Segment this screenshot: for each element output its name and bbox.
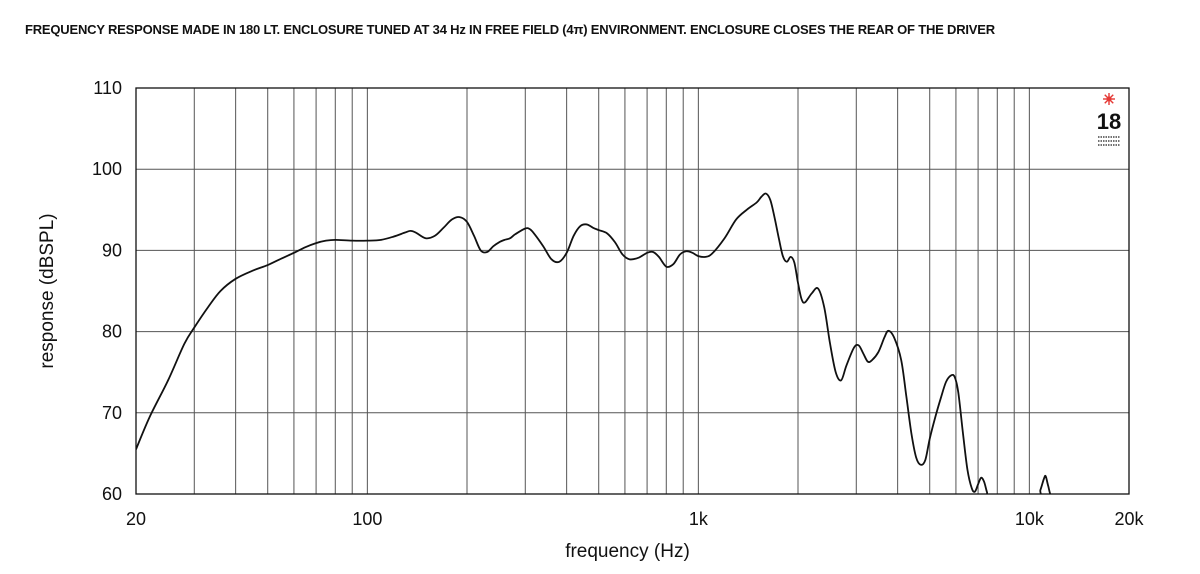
y-axis-label: response (dBSPL) [37, 213, 58, 368]
tick-labels: 60 70 80 90 100 110 20 100 1k 10k 20k [92, 78, 1145, 529]
eighteen-sound-logo: 18 [1097, 93, 1121, 146]
y-tick-label: 100 [92, 159, 122, 179]
x-tick-label: 100 [352, 509, 382, 529]
y-tick-label: 110 [93, 78, 122, 98]
plot-frame [135, 87, 1130, 495]
x-tick-label: 10k [1015, 509, 1045, 529]
y-tick-label: 70 [102, 403, 122, 423]
response-curve [136, 192, 1052, 494]
chart-title: FREQUENCY RESPONSE MADE IN 180 LT. ENCLO… [25, 22, 995, 37]
x-tick-label: 20 [126, 509, 146, 529]
x-tick-label: 20k [1114, 509, 1144, 529]
x-tick-label: 1k [689, 509, 709, 529]
grid [136, 88, 1129, 494]
y-tick-label: 90 [102, 240, 122, 260]
x-axis-label: frequency (Hz) [565, 541, 690, 562]
logo-number: 18 [1097, 109, 1121, 134]
y-tick-label: 80 [102, 322, 122, 342]
logo-caption-lines [1098, 136, 1120, 146]
response-curve-layer [136, 192, 1052, 494]
y-tick-label: 60 [102, 484, 122, 504]
logo-star-icon [1103, 93, 1115, 105]
